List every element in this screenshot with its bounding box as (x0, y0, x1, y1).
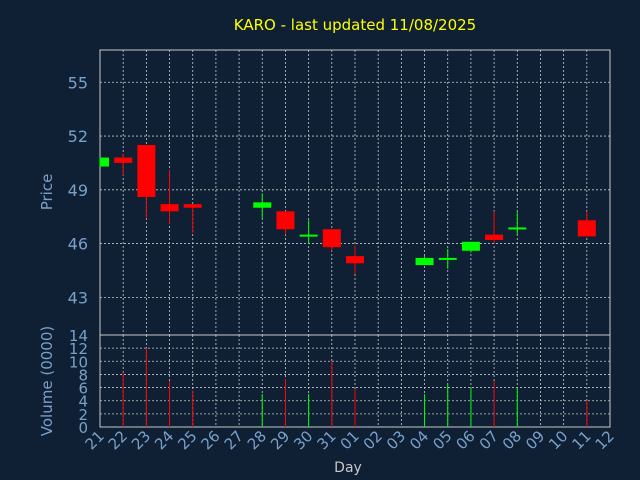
price-y-tick-label: 55 (68, 73, 88, 92)
candle-body (114, 157, 133, 163)
volume-y-tick-label: 14 (69, 327, 88, 345)
volume-y-tick-label: 6 (78, 380, 88, 398)
x-tick-labels: 2122232425262728293031010203040506070809… (82, 427, 618, 453)
price-grid (100, 50, 610, 335)
volume-y-tick-label: 0 (78, 419, 88, 437)
chart-title: KARO - last updated 11/08/2025 (234, 16, 476, 34)
candle-body (299, 234, 318, 237)
volume-y-tick-label: 12 (69, 340, 88, 358)
candle-body (253, 202, 272, 208)
candle-body (508, 227, 527, 230)
price-y-tick-label: 49 (68, 181, 88, 200)
candle-body (276, 211, 295, 230)
price-y-tick-labels: 55 52 49 46 43 (68, 73, 88, 307)
volume-y-tick-label: 4 (78, 393, 88, 411)
x-tick-label: 12 (592, 427, 618, 453)
price-y-tick-label: 52 (68, 127, 88, 146)
volume-y-tick-label: 8 (78, 366, 88, 384)
candle-body (137, 145, 156, 197)
volume-y-tick-label: 10 (69, 353, 88, 371)
candle-body (100, 157, 109, 167)
price-y-tick-label: 46 (68, 235, 88, 254)
candle-body (415, 257, 434, 266)
price-axis-label: Price (38, 174, 56, 211)
candle-body (160, 204, 179, 212)
volume-y-tick-label: 2 (78, 406, 88, 424)
candles (99, 145, 596, 275)
candle-body (322, 229, 341, 248)
volume-bars (122, 348, 588, 427)
candle-body (438, 257, 457, 260)
candle-body (485, 234, 504, 240)
candle-body (577, 220, 596, 237)
x-axis-label: Day (334, 460, 362, 476)
candle-body (183, 204, 202, 208)
price-panel-frame (99, 49, 611, 336)
volume-axis-label: Volume (0000) (38, 326, 56, 436)
candle-body (461, 241, 480, 251)
price-y-tick-label: 43 (68, 288, 88, 307)
candle-body (346, 256, 364, 264)
